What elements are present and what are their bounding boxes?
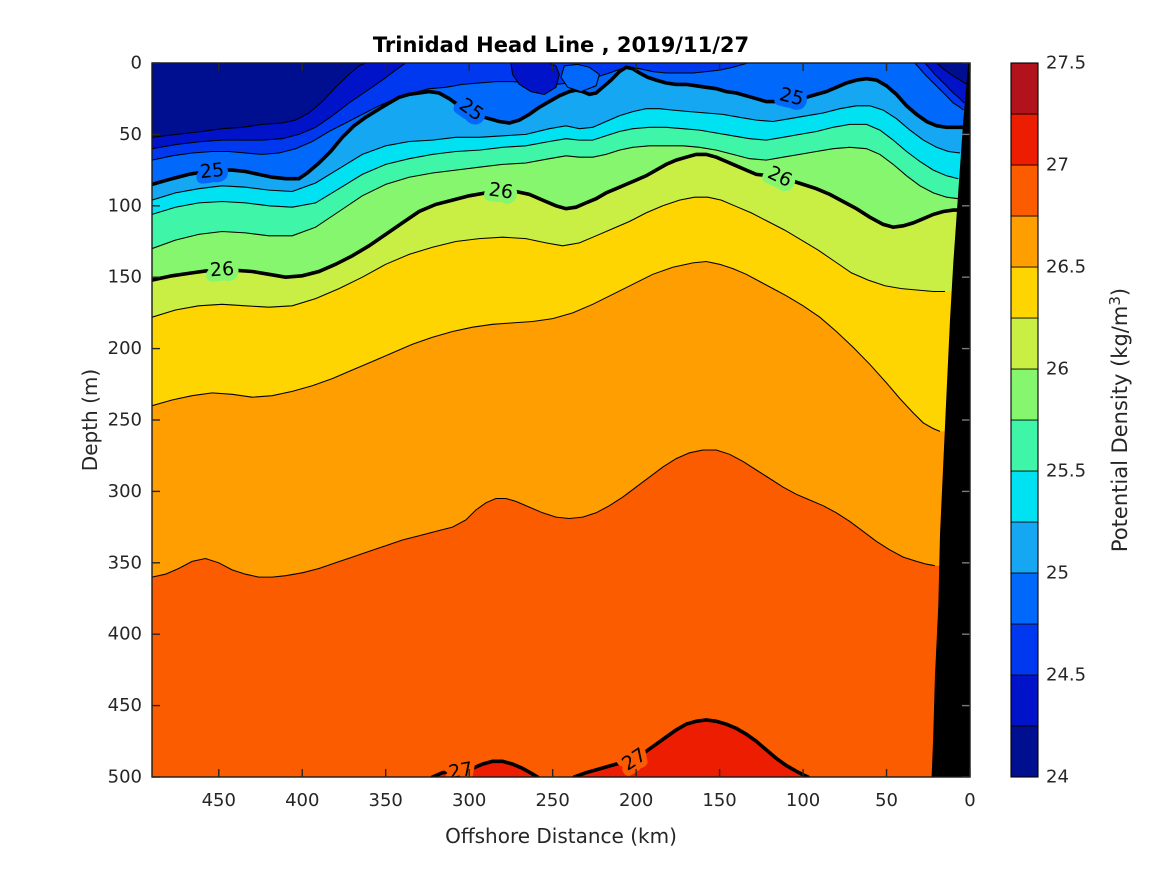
colorbar-tick-label: 27: [1046, 155, 1069, 176]
x-tick-label: 350: [369, 790, 403, 811]
pocket-line-coastal-24.25: [936, 63, 968, 85]
colorbar-band: [1010, 113, 1039, 166]
contour-line-major-26: [152, 152, 964, 282]
x-tick-label: 300: [452, 790, 486, 811]
contour-line-major-25: [152, 65, 966, 187]
contour-line-26.75: [152, 449, 935, 578]
contour-line-26.5: [152, 260, 941, 432]
y-tick-label: 0: [131, 53, 142, 74]
x-tick-label: 100: [786, 790, 820, 811]
x-tick-label: 250: [535, 790, 569, 811]
contour-line-24.75: [152, 63, 749, 161]
band-fill-27: [574, 719, 809, 777]
pocket-line-coastal-24.5: [924, 63, 965, 104]
colorbar-tick-label: 26.5: [1046, 257, 1086, 278]
contour-line-major-27: [430, 759, 540, 777]
contour-label-26: 26: [209, 258, 235, 282]
contour-label-26: 26: [487, 178, 514, 203]
colorbar-tick-label: 27.5: [1046, 53, 1086, 74]
y-tick-label: 100: [108, 195, 142, 216]
colorbar-band: [1010, 725, 1039, 778]
y-tick-label: 500: [108, 767, 142, 788]
colorbar-band: [1010, 521, 1039, 574]
colorbar-band: [1010, 674, 1039, 727]
colorbar-band: [1010, 317, 1039, 370]
pocket-blob-24.75: [561, 64, 600, 92]
pocket-line-coastal-24.75: [914, 63, 964, 111]
land-mask: [931, 63, 970, 777]
x-tick-label: 50: [875, 790, 898, 811]
contour-label-27: 27: [447, 758, 475, 784]
y-tick-label: 50: [119, 124, 142, 145]
y-tick-label: 350: [108, 552, 142, 573]
colorbar-label: Potential Density (kg/m3): [1106, 288, 1132, 552]
x-tick-label: 450: [202, 790, 236, 811]
y-tick-label: 400: [108, 624, 142, 645]
colorbar-tick-label: 25.5: [1046, 461, 1086, 482]
contour-line-25.25: [152, 105, 961, 201]
colorbar-band: [1010, 470, 1039, 523]
colorbar-band: [1010, 164, 1039, 217]
y-tick-label: 450: [108, 695, 142, 716]
contour-label-25: 25: [199, 159, 225, 183]
colorbar-band: [1010, 62, 1039, 115]
chart-title: Trinidad Head Line , 2019/11/27: [373, 33, 749, 57]
colorbar-border: [1010, 62, 1039, 778]
x-tick-label: 400: [285, 790, 319, 811]
pocket-line-blob-24.75: [560, 63, 601, 93]
colorbar-tick-label: 24.5: [1046, 665, 1086, 686]
pocket-coastal-24.25: [936, 63, 970, 85]
y-tick-label: 200: [108, 338, 142, 359]
contour-line-25.75: [152, 145, 959, 250]
colorbar-band: [1010, 215, 1039, 268]
colorbar: 24 24.5 25 25.5 26 26.5 27 27.5 Potential Densit…: [1010, 53, 1132, 788]
contour-line-24.25: [152, 63, 366, 138]
colorbar-tick-label: 25: [1046, 563, 1069, 584]
colorbar-tick-label: 26: [1046, 359, 1069, 380]
colorbar-band: [1010, 572, 1039, 625]
y-tick-label: 250: [108, 410, 142, 431]
colorbar-band: [1010, 368, 1039, 421]
colorbar-band: [1010, 266, 1039, 319]
colorbar-band: [1010, 623, 1039, 676]
band-fill-26.75: [152, 450, 970, 777]
x-tick-label: 200: [619, 790, 653, 811]
contour-line-major-27: [572, 718, 810, 777]
contour-line-26.25: [152, 196, 945, 318]
contour-line-25.5: [152, 123, 959, 215]
y-axis-label: Depth (m): [78, 369, 102, 471]
colorbar-band: [1010, 419, 1039, 472]
x-axis-label: Offshore Distance (km): [445, 824, 677, 848]
y-tick-label: 300: [108, 481, 142, 502]
pocket-line-surface-dip-24.25: [510, 63, 560, 95]
x-tick-label: 150: [702, 790, 736, 811]
y-tick-label: 150: [108, 267, 142, 288]
contour-line-24.5: [152, 63, 407, 150]
x-tick-label: 0: [964, 790, 975, 811]
axes: 450 400 350 300 250 200 150 100 50 00501001502002…: [78, 33, 976, 848]
colorbar-tick-label: 24: [1046, 767, 1069, 788]
